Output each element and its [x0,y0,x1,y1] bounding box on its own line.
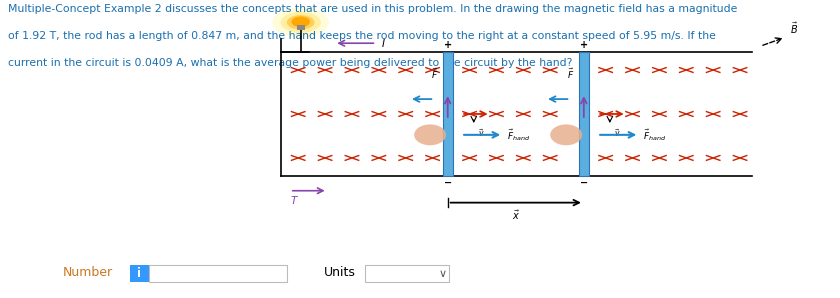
Text: i: i [138,267,141,280]
Text: $I$: $I$ [381,37,386,49]
Text: Multiple-Concept Example 2 discusses the concepts that are used in this problem.: Multiple-Concept Example 2 discusses the… [8,4,738,15]
Text: $\vec{F}$: $\vec{F}$ [431,67,438,81]
Text: $\vec{F}_{hand}$: $\vec{F}_{hand}$ [643,127,667,143]
Text: $\vec{v}$: $\vec{v}$ [614,128,621,139]
Ellipse shape [281,12,321,33]
Text: of 1.92 T, the rod has a length of 0.847 m, and the hand keeps the rod moving to: of 1.92 T, the rod has a length of 0.847… [8,31,717,41]
Text: $\vec{B}$: $\vec{B}$ [790,20,798,36]
Text: $T$: $T$ [290,194,299,206]
Text: current in the circuit is 0.0409 A, what is the average power being delivered to: current in the circuit is 0.0409 A, what… [8,58,573,68]
Ellipse shape [292,18,309,27]
Bar [130,265,149,282]
Bar [149,265,287,282]
Text: Units: Units [323,266,355,279]
Ellipse shape [291,16,310,27]
Text: $\vec{F}$: $\vec{F}$ [567,67,574,81]
Text: Number: Number [63,266,113,279]
Text: −: − [580,178,588,188]
Bar [443,52,453,176]
Text: $\vec{x}$: $\vec{x}$ [512,209,520,222]
Bar [365,265,449,282]
Text: +: + [444,40,452,50]
Ellipse shape [272,7,329,37]
Bar [579,52,589,176]
Text: −: − [444,178,452,188]
Text: ∨: ∨ [438,268,447,279]
Text: +: + [580,40,588,50]
Bar [297,25,305,30]
Text: $\vec{F}_{hand}$: $\vec{F}_{hand}$ [507,127,531,143]
Ellipse shape [550,125,582,145]
Text: $\vec{v}$: $\vec{v}$ [478,128,485,139]
Ellipse shape [414,125,446,145]
Ellipse shape [286,15,314,30]
